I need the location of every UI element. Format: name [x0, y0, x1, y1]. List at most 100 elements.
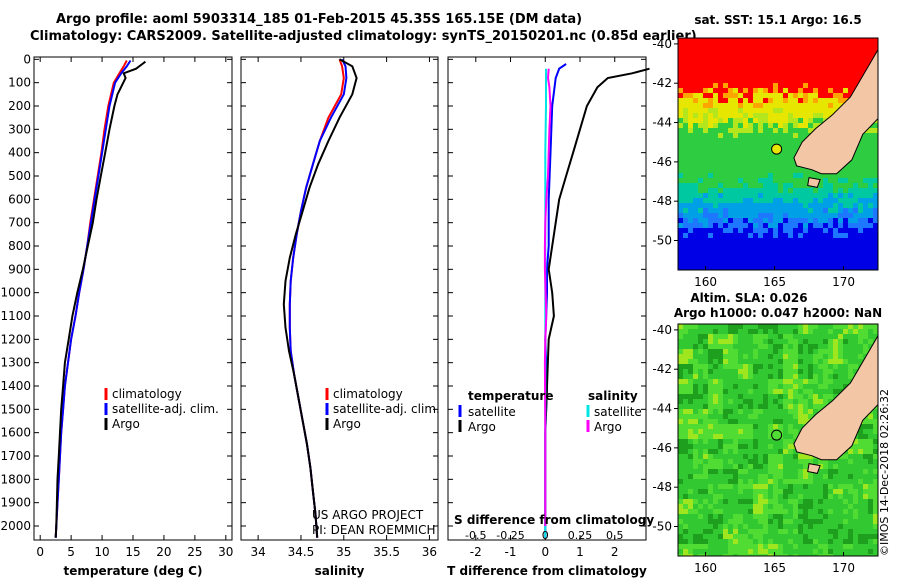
map-cell [693, 163, 698, 168]
map-cell [743, 394, 748, 399]
map-cell [858, 449, 863, 454]
map-cell [768, 148, 773, 153]
map-cell [838, 479, 843, 484]
map-cell [693, 424, 698, 429]
map-cell [708, 93, 713, 98]
map-cell [773, 263, 778, 268]
map-cell [693, 118, 698, 123]
map-cell [843, 494, 848, 499]
map-cell [688, 238, 693, 243]
map-cell [678, 489, 683, 494]
map-cell [848, 48, 853, 53]
map-cell [748, 93, 753, 98]
map-cell [758, 73, 763, 78]
map-cell [803, 454, 808, 459]
map-cell [698, 198, 703, 203]
map-cell [703, 48, 708, 53]
map-cell [698, 439, 703, 444]
map-cell [778, 329, 783, 334]
map-cell [818, 344, 823, 349]
map-cell [808, 248, 813, 253]
map-cell [793, 233, 798, 238]
map-cell [688, 138, 693, 143]
map-cell [853, 243, 858, 248]
map-cell [868, 43, 873, 48]
map-cell [773, 359, 778, 364]
map-cell [708, 38, 713, 43]
map-cell [743, 494, 748, 499]
map-cell [728, 213, 733, 218]
map-cell [688, 374, 693, 379]
map-cell [698, 549, 703, 554]
map-cell [728, 153, 733, 158]
map-cell [718, 339, 723, 344]
map-cell [873, 414, 878, 419]
map-cell [698, 228, 703, 233]
map-cell [728, 233, 733, 238]
map-cell [788, 354, 793, 359]
map-cell [678, 228, 683, 233]
map-cell [713, 248, 718, 253]
map-cell [798, 213, 803, 218]
map-cell [723, 208, 728, 213]
map-cell [698, 449, 703, 454]
map-cell [683, 419, 688, 424]
map-cell [688, 73, 693, 78]
y-tick-label: 1600 [0, 426, 31, 440]
map-cell [698, 113, 703, 118]
map-cell [833, 469, 838, 474]
map-cell [718, 113, 723, 118]
map-cell [868, 138, 873, 143]
map-cell [803, 183, 808, 188]
map-cell [713, 374, 718, 379]
map-cell [788, 128, 793, 133]
map-cell [823, 228, 828, 233]
map-cell [758, 339, 763, 344]
map-cell [718, 489, 723, 494]
map-cell [823, 58, 828, 63]
map-cell [868, 203, 873, 208]
map-cell [828, 223, 833, 228]
map-cell [828, 233, 833, 238]
map-cell [678, 208, 683, 213]
map-cell [863, 329, 868, 334]
map-cell [783, 113, 788, 118]
map-cell [758, 83, 763, 88]
map-cell [748, 389, 753, 394]
map-cell [843, 469, 848, 474]
map-cell [738, 243, 743, 248]
map-cell [873, 424, 878, 429]
map-cell [838, 509, 843, 514]
map-cell [693, 128, 698, 133]
map-cell [688, 334, 693, 339]
map-cell [788, 108, 793, 113]
legend-label: climatology [112, 387, 182, 401]
map-cell [778, 414, 783, 419]
map-cell [768, 484, 773, 489]
map-cell [788, 213, 793, 218]
map-cell [873, 138, 878, 143]
map-cell [858, 459, 863, 464]
map-cell [753, 424, 758, 429]
map-cell [798, 88, 803, 93]
map-cell [678, 123, 683, 128]
map-cell [728, 183, 733, 188]
map-cell [718, 549, 723, 554]
map-cell [718, 228, 723, 233]
map-cell [703, 193, 708, 198]
map-cell [703, 344, 708, 349]
map-cell [728, 38, 733, 43]
map-cell [868, 233, 873, 238]
map-cell [683, 153, 688, 158]
map-cell [798, 374, 803, 379]
map-cell [693, 454, 698, 459]
map-cell [733, 53, 738, 58]
map-cell [798, 98, 803, 103]
map-cell [873, 329, 878, 334]
map-cell [733, 414, 738, 419]
map-cell [718, 449, 723, 454]
map-cell [773, 509, 778, 514]
map-cell [853, 554, 858, 556]
map-cell [683, 198, 688, 203]
